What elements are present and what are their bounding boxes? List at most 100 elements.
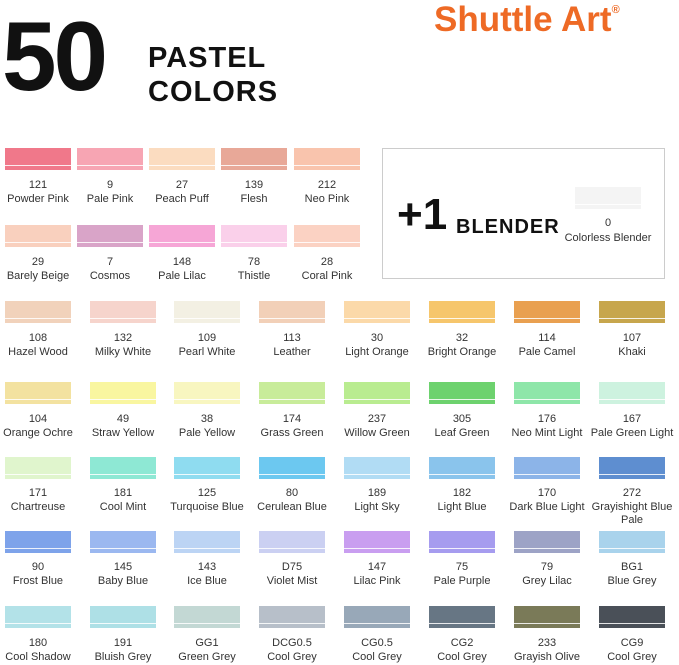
color-name: Peach Puff	[155, 193, 209, 205]
brand-name: Shuttle Art	[434, 0, 612, 39]
swatch	[514, 606, 580, 628]
color-name: Orange Ochre	[3, 427, 73, 439]
color-code: 170	[537, 487, 557, 499]
swatch	[5, 531, 71, 553]
swatch	[174, 531, 240, 553]
blender-count: +1	[397, 190, 448, 239]
color-name: Green Grey	[178, 651, 236, 663]
swatch	[599, 382, 665, 404]
swatch	[514, 301, 580, 323]
color-name: Willow Green	[344, 427, 410, 439]
color-code: 9	[106, 179, 114, 191]
swatch	[344, 457, 410, 479]
color-code: CG9	[620, 637, 644, 649]
swatch	[5, 148, 71, 170]
swatch	[344, 301, 410, 323]
swatch	[344, 382, 410, 404]
color-name: Light Orange	[345, 346, 409, 358]
color-code: 113	[283, 332, 301, 344]
brand: Shuttle Art®	[434, 0, 620, 40]
swatch	[259, 382, 325, 404]
color-name: Pale Yellow	[178, 427, 236, 439]
color-name: Cool Shadow	[5, 651, 71, 663]
color-name: Khaki	[618, 346, 646, 358]
color-code: 272	[622, 487, 642, 499]
swatch	[294, 148, 360, 170]
color-name: Blue Grey	[607, 575, 657, 587]
swatch	[90, 382, 156, 404]
color-name: Pale Green Light	[590, 427, 674, 439]
color-code: 182	[452, 487, 472, 499]
color-code: 143	[197, 561, 217, 573]
swatch	[514, 382, 580, 404]
color-name: Pale Lilac	[158, 270, 206, 282]
blender-box: +1 BLENDER 0 Colorless Blender	[382, 148, 665, 279]
color-name: Lilac Pink	[353, 575, 401, 587]
color-code: 7	[106, 256, 114, 268]
color-name: Hazel Wood	[8, 346, 68, 358]
color-name: Leaf Green	[434, 427, 490, 439]
color-code: 125	[197, 487, 217, 499]
color-name: Dark Blue Light	[509, 501, 585, 513]
color-name: Frost Blue	[12, 575, 64, 587]
color-code: 30	[370, 332, 384, 344]
color-code: BG1	[620, 561, 643, 573]
color-code: 305	[452, 413, 472, 425]
color-code: 171	[28, 487, 48, 499]
color-name: Grayish Olive Green	[513, 651, 581, 665]
brand-mark: ®	[611, 4, 620, 16]
color-name: Barely Beige	[6, 270, 70, 282]
color-code: 176	[537, 413, 557, 425]
swatch	[599, 606, 665, 628]
color-name: Grey Lilac	[522, 575, 572, 587]
color-code: 28	[320, 256, 334, 268]
color-name: Powder Pink	[7, 193, 69, 205]
color-name: Violet Mist	[266, 575, 318, 587]
color-name: Pale Camel	[518, 346, 576, 358]
color-code: 90	[31, 561, 45, 573]
swatch	[514, 457, 580, 479]
swatch	[514, 531, 580, 553]
swatch	[599, 457, 665, 479]
swatch	[90, 531, 156, 553]
color-name: Thistle	[237, 270, 271, 282]
color-code: GG1	[195, 637, 219, 649]
swatch	[174, 301, 240, 323]
color-name: Pale Pink	[86, 193, 134, 205]
color-name: Neo Mint Light	[511, 427, 583, 439]
color-name: Cerulean Blue	[257, 501, 327, 513]
color-name: Ice Blue	[187, 575, 227, 587]
color-name: Baby Blue	[97, 575, 149, 587]
swatch	[174, 382, 240, 404]
swatch	[5, 301, 71, 323]
color-code: 237	[367, 413, 387, 425]
swatch	[259, 457, 325, 479]
color-name: Pearl White	[178, 346, 236, 358]
color-code: 132	[113, 332, 133, 344]
color-name: Cool Grey	[607, 651, 657, 663]
color-code: 32	[455, 332, 469, 344]
swatch	[77, 225, 143, 247]
color-code: CG2	[450, 637, 474, 649]
title-line: PASTEL	[148, 42, 267, 74]
swatch	[575, 187, 641, 209]
color-code: 109	[197, 332, 217, 344]
count: 50	[2, 1, 108, 111]
color-code: 145	[113, 561, 133, 573]
color-name: Turquoise Blue	[170, 501, 244, 513]
color-name: Grayishight Blue Pale	[591, 501, 673, 526]
swatch	[599, 301, 665, 323]
color-name: Grass Green	[260, 427, 324, 439]
color-code: 75	[455, 561, 469, 573]
color-name: Pale Purple	[433, 575, 491, 587]
swatch	[221, 148, 287, 170]
color-name: Neo Pink	[304, 193, 350, 205]
title-line: COLORS	[148, 76, 279, 108]
swatch	[149, 148, 215, 170]
color-code: 189	[367, 487, 387, 499]
swatch	[429, 606, 495, 628]
color-code: 121	[28, 179, 48, 191]
swatch	[599, 531, 665, 553]
swatch	[5, 606, 71, 628]
